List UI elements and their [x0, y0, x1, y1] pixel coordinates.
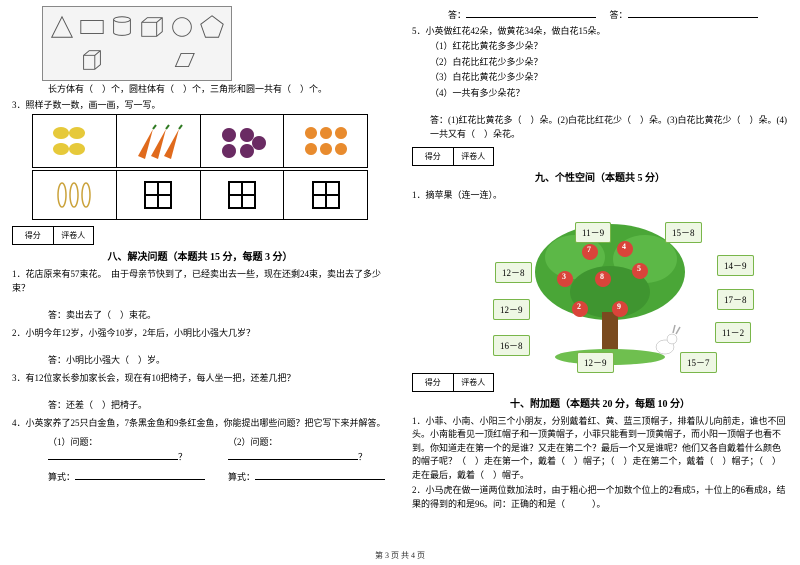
- q8-4-row: （1）问题： ？ 算式： （2）问题： ？ 算式：: [12, 436, 388, 485]
- expr-box[interactable]: 12－8: [495, 262, 532, 283]
- page-footer: 第 3 页 共 4 页: [0, 550, 800, 561]
- lemons-icon: [49, 121, 99, 161]
- q8-2-ans: 答：小明比小强大（ ）岁。: [12, 354, 388, 368]
- score-block-8: 得分 评卷人: [12, 226, 94, 245]
- q5-ans: 答：(1)红花比黄花多（ ）朵。(2)白花比红花少（ ）朵。(3)白花比黄花少（…: [412, 114, 788, 141]
- expr-box[interactable]: 17－8: [717, 289, 754, 310]
- oranges-cell: [284, 115, 367, 167]
- grader-label: 评卷人: [454, 374, 494, 391]
- q8-1-ans: 答：卖出去了（ ）束花。: [12, 309, 388, 323]
- cuboid-icon: [138, 13, 166, 41]
- section-10-title: 十、附加题（本题共 20 分，每题 10 分）: [412, 395, 788, 410]
- shapes-illustration: [42, 6, 232, 81]
- grader-label: 评卷人: [454, 148, 494, 165]
- expr-box[interactable]: 16－8: [493, 335, 530, 356]
- q8-3: 3．有12位家长参加家长会，现在有10把椅子，每人坐一把，还差几把？: [12, 372, 388, 386]
- berries-icon: [217, 121, 267, 161]
- ans-prefix: 答：: [448, 10, 466, 20]
- oranges-icon: [301, 121, 351, 161]
- q8-1: 1．花店原来有57束花。 由于母亲节快到了，已经卖出去一些，现在还剩24束，卖出…: [12, 268, 388, 295]
- q5-1: （1）红花比黄花多多少朵？: [412, 40, 788, 54]
- qmark: ？: [178, 452, 187, 462]
- q10-1: 1．小菲、小南、小阳三个小朋友，分别戴着红、黄、蓝三顶帽子，排着队儿向前走，谁也…: [412, 415, 788, 483]
- apple-number: 2: [577, 302, 581, 311]
- q5-3: （3）白花比黄花少多少朵？: [412, 71, 788, 85]
- expr-box[interactable]: 15－8: [665, 222, 702, 243]
- calc-label: 算式：: [48, 472, 75, 482]
- score-block-10: 得分 评卷人: [412, 373, 494, 392]
- q3-text: 3．照样子数一数，画一画，写一写。: [12, 99, 388, 113]
- ans-prefix: 答：: [610, 10, 628, 20]
- left-column: 长方体有（ ）个，圆柱体有（ ）个，三角形和圆一共有（ ）个。 3．照样子数一数…: [0, 0, 400, 565]
- expr-box[interactable]: 11－2: [715, 322, 751, 343]
- apple-tree-diagram: 11－9 15－8 12－8 14－9 12－9 17－8 16－8 11－2 …: [415, 207, 785, 367]
- q5-4: （4）一共有多少朵花？: [412, 87, 788, 101]
- pentagon-icon: [198, 13, 226, 41]
- rect-icon: [78, 13, 106, 41]
- apple-number: 4: [622, 242, 626, 251]
- score-block-9: 得分 评卷人: [412, 147, 494, 166]
- grid-cell-2: [201, 171, 285, 219]
- apple-number: 7: [587, 245, 591, 254]
- lemons-cell: [33, 115, 117, 167]
- score-label: 得分: [413, 374, 454, 391]
- apple-number: 9: [617, 302, 621, 311]
- blank-line[interactable]: [228, 450, 358, 460]
- cube-icon: [78, 46, 106, 74]
- grid-cell-3: [284, 171, 367, 219]
- grid-icon: [228, 181, 256, 209]
- apple-number: 5: [637, 264, 641, 273]
- q10-2: 2．小马虎在做一道两位数加法时，由于粗心把一个加数个位上的2看成5，十位上的6看…: [412, 484, 788, 511]
- section-8-title: 八、解决问题（本题共 15 分，每题 3 分）: [12, 248, 388, 263]
- grid-cell-1: [117, 171, 201, 219]
- score-label: 得分: [413, 148, 454, 165]
- blank-line[interactable]: [466, 8, 596, 18]
- blank-line[interactable]: [255, 470, 385, 480]
- q8-2: 2．小明今年12岁，小强今10岁，2年后，小明比小强大几岁？: [12, 327, 388, 341]
- parallelogram-icon: [168, 46, 196, 74]
- grid-icon: [312, 181, 340, 209]
- expr-box[interactable]: 12－9: [577, 352, 614, 373]
- q5: 5．小英做红花42朵，做黄花34朵，做白花15朵。: [412, 25, 788, 39]
- blank-line[interactable]: [628, 8, 758, 18]
- ovals-cell: [33, 171, 117, 219]
- score-label: 得分: [13, 227, 54, 244]
- q-label: （2）问题：: [228, 437, 278, 447]
- section-9-title: 九、个性空间（本题共 5 分）: [412, 169, 788, 184]
- q8-3-ans: 答：还差（ ）把椅子。: [12, 399, 388, 413]
- q8-4: 4．小英家养了25只白金鱼，7条黑金鱼和9条红金鱼，你能提出哪些问题？把它写下来…: [12, 417, 388, 431]
- q-label: （1）问题：: [48, 437, 98, 447]
- rabbit-icon: [656, 325, 680, 354]
- expr-box[interactable]: 14－9: [717, 255, 754, 276]
- carrots-icon: [133, 121, 183, 161]
- right-column: 答： 答： 5．小英做红花42朵，做黄花34朵，做白花15朵。 （1）红花比黄花…: [400, 0, 800, 565]
- blank-line[interactable]: [48, 450, 178, 460]
- blank-line[interactable]: [75, 470, 205, 480]
- ovals-icon: [54, 175, 94, 215]
- calc-label: 算式：: [228, 472, 255, 482]
- q9-1: 1．摘苹果（连一连）。: [412, 189, 788, 203]
- count-row-grids: [32, 170, 368, 220]
- berries-cell: [201, 115, 285, 167]
- grid-icon: [144, 181, 172, 209]
- apple-number: 3: [562, 272, 566, 281]
- q5-2: （2）白花比红花少多少朵？: [412, 56, 788, 70]
- shapes-caption: 长方体有（ ）个，圆柱体有（ ）个，三角形和圆一共有（ ）个。: [12, 83, 388, 97]
- expr-box[interactable]: 12－9: [493, 299, 530, 320]
- qmark: ？: [358, 452, 367, 462]
- cylinder-icon: [108, 13, 136, 41]
- grader-label: 评卷人: [54, 227, 94, 244]
- count-row-images: [32, 114, 368, 168]
- q8-4-col2: （2）问题： ？ 算式：: [228, 436, 388, 485]
- expr-box[interactable]: 11－9: [575, 222, 611, 243]
- circle-icon: [168, 13, 196, 41]
- carrots-cell: [117, 115, 201, 167]
- q8-4-col1: （1）问题： ？ 算式：: [48, 436, 208, 485]
- apple-number: 8: [600, 272, 604, 281]
- ans-pair: 答： 答：: [412, 8, 788, 23]
- triangle-icon: [48, 13, 76, 41]
- expr-box[interactable]: 15－7: [680, 352, 717, 373]
